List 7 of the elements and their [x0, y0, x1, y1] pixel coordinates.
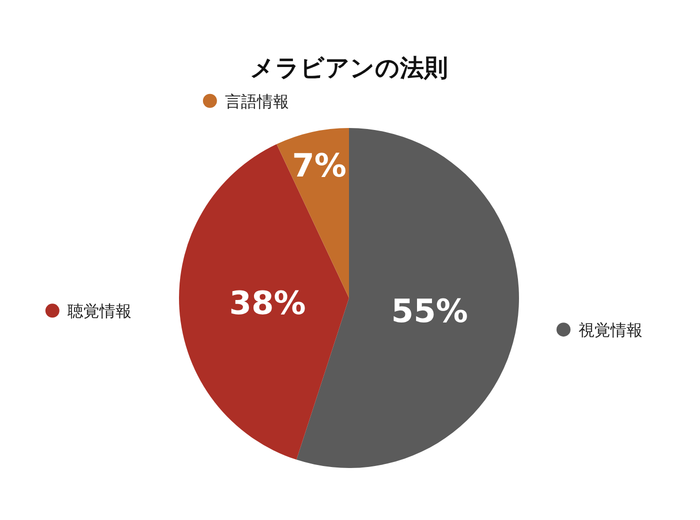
- data-label: 7%: [292, 146, 346, 184]
- chart-title: メラビアンの法則: [250, 54, 448, 82]
- legend-label: 聴覚情報: [67, 302, 132, 321]
- legend-label: 言語情報: [224, 92, 289, 111]
- legend-label: 視覚情報: [578, 320, 643, 340]
- data-label: 55%: [391, 292, 468, 330]
- data-label: 38%: [229, 284, 306, 322]
